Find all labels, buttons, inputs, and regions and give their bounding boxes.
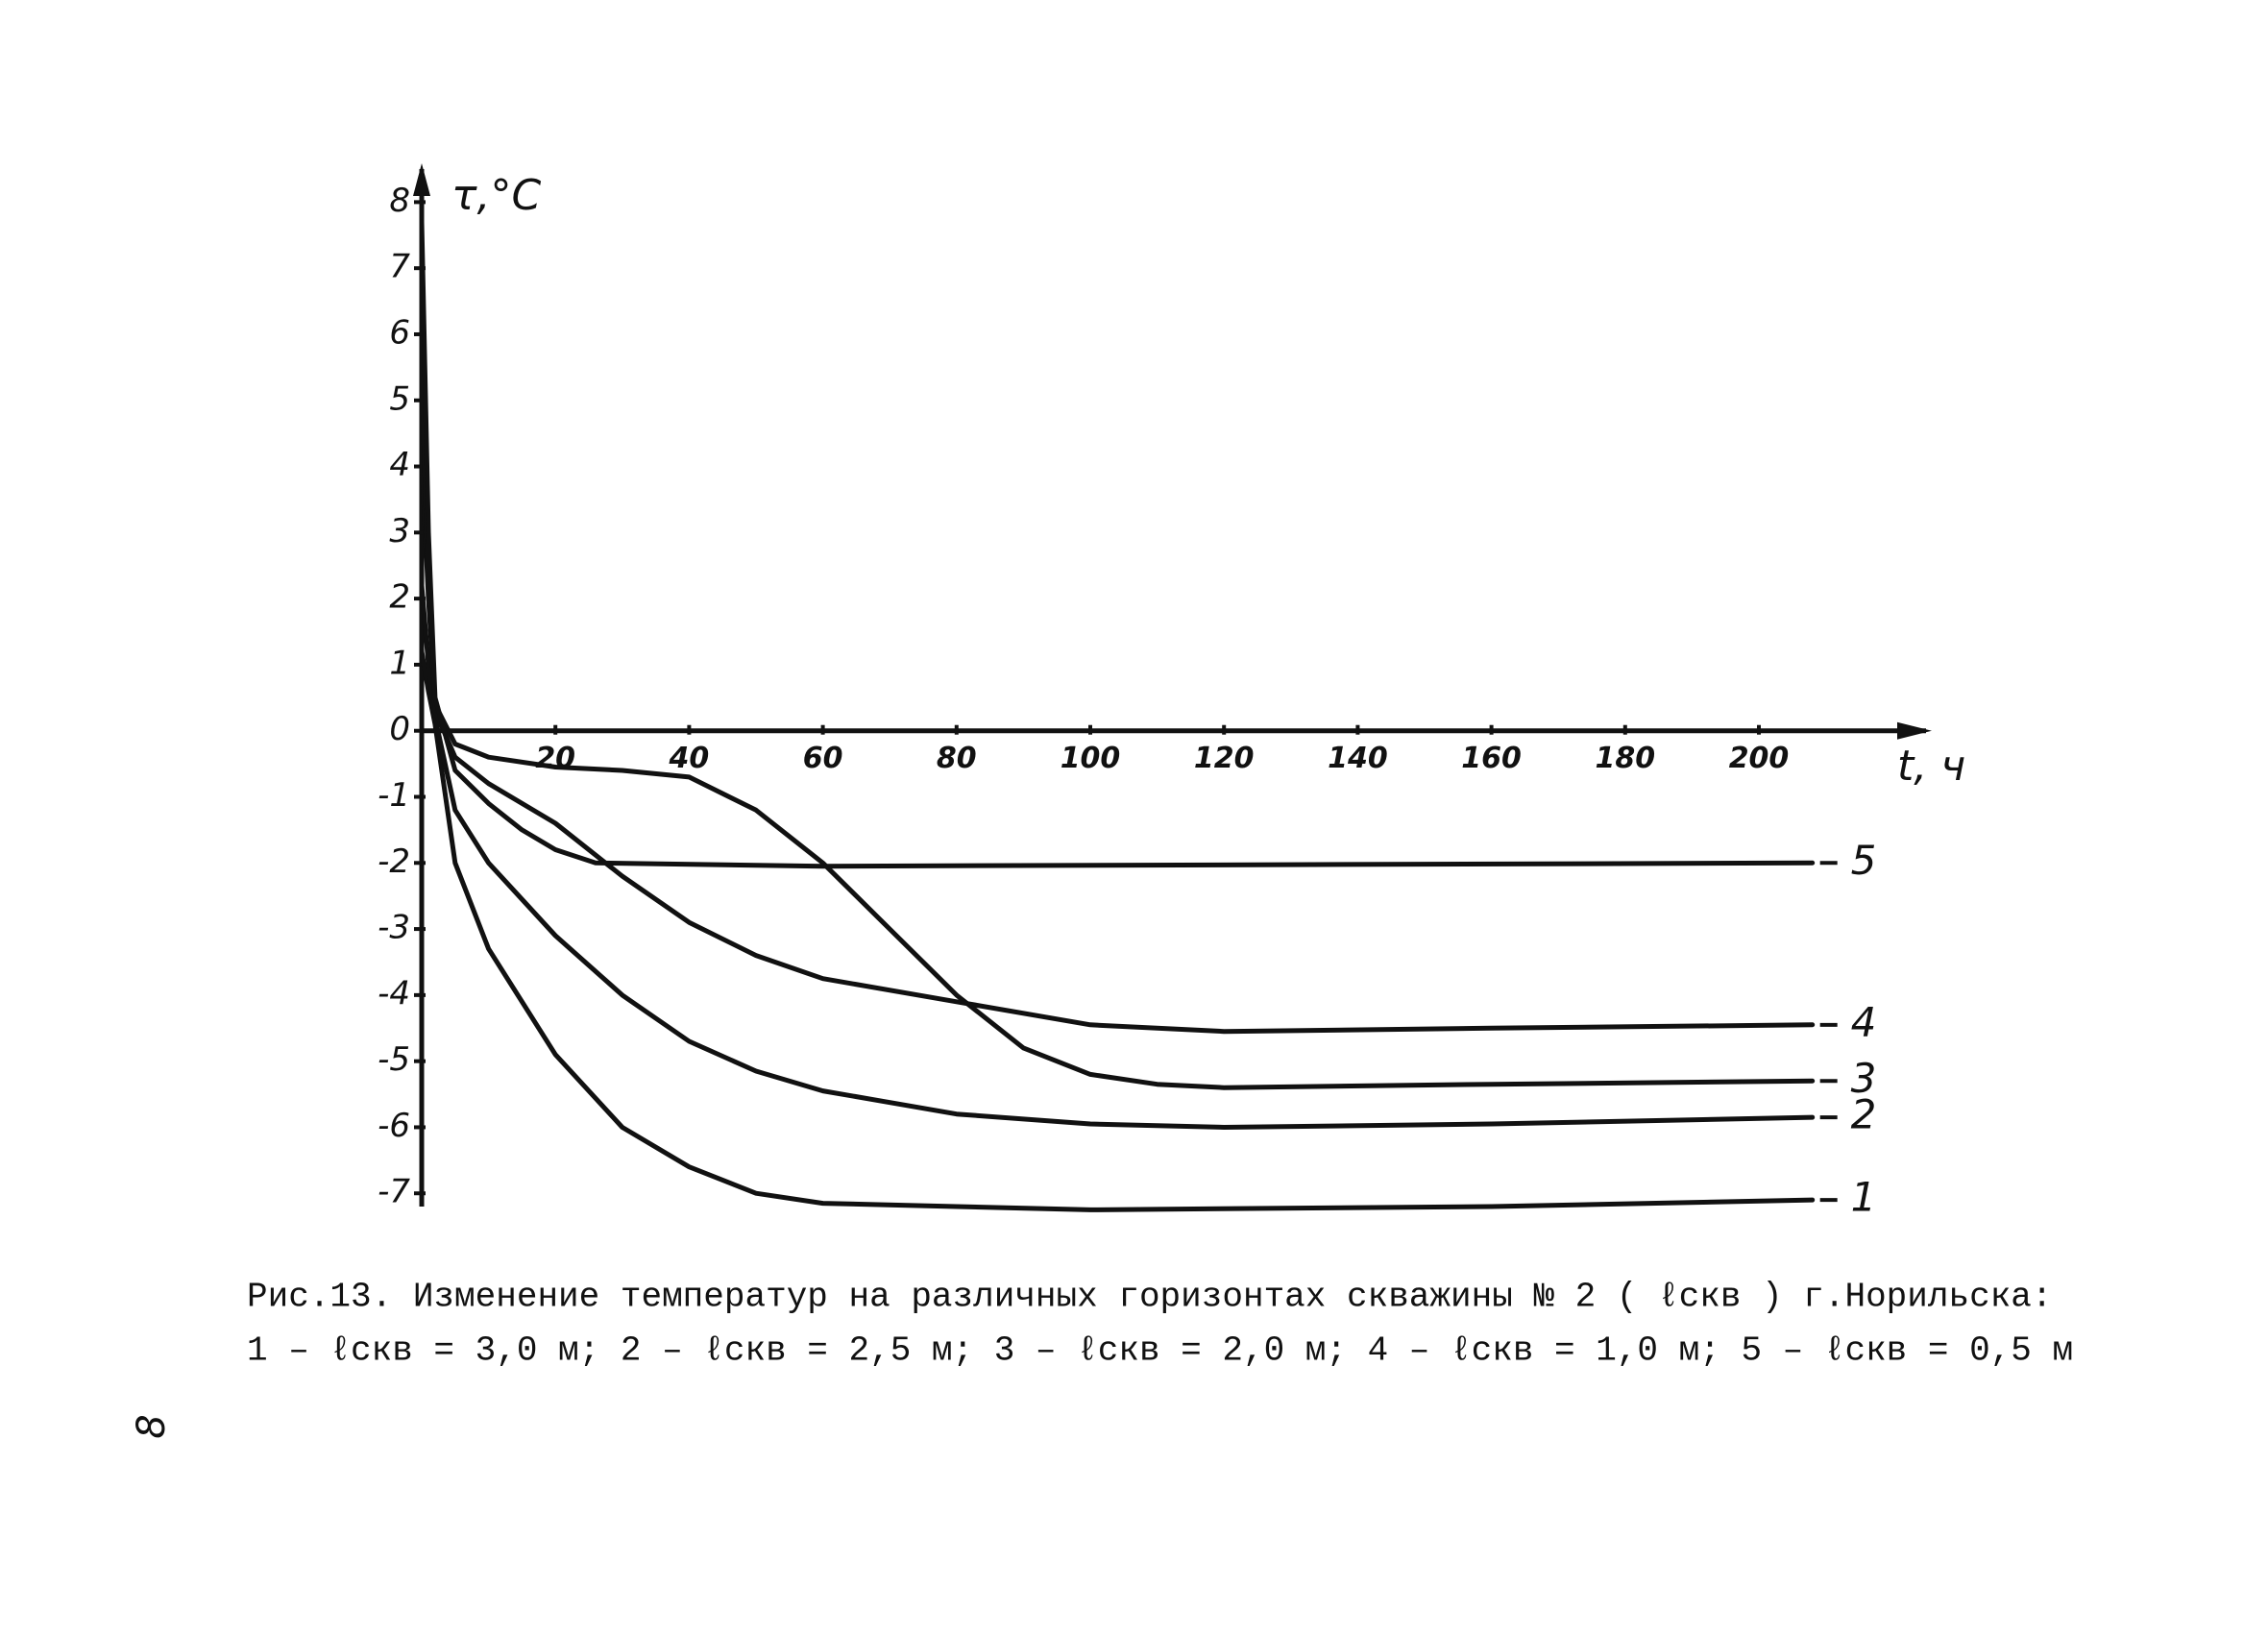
curve-label: 3 xyxy=(1851,1055,1877,1102)
curve-label: 4 xyxy=(1851,998,1877,1045)
x-axis-label: t, ч xyxy=(1897,742,1965,791)
curve xyxy=(419,364,1816,1035)
curve-label: 2 xyxy=(1851,1091,1877,1138)
x-axis-arrow xyxy=(1897,721,1932,740)
x-tick-label: 20 xyxy=(535,742,575,775)
curve xyxy=(419,582,1816,1130)
curve xyxy=(419,648,1816,1212)
x-tick-label: 120 xyxy=(1194,742,1255,775)
y-tick-label: 2 xyxy=(389,578,410,617)
y-tick-label: 3 xyxy=(389,512,410,550)
x-tick-label: 100 xyxy=(1061,742,1121,775)
y-tick-label: -1 xyxy=(378,776,410,815)
x-tick-label: 160 xyxy=(1461,742,1522,775)
y-tick-label: 0 xyxy=(389,710,410,748)
curve xyxy=(419,451,1816,1090)
caption-line: Рис.13. Изменение температур на различны… xyxy=(247,1278,2053,1317)
y-tick-label: -5 xyxy=(378,1040,410,1079)
y-tick-label: 5 xyxy=(389,379,410,418)
x-tick-label: 180 xyxy=(1595,742,1655,775)
x-tick-label: 200 xyxy=(1729,742,1790,775)
y-tick-label: -7 xyxy=(378,1173,410,1211)
y-tick-label: 1 xyxy=(389,644,410,682)
curve xyxy=(419,219,1816,869)
y-axis-label: τ,°C xyxy=(451,171,541,220)
x-tick-label: 40 xyxy=(669,742,710,775)
y-axis-arrow xyxy=(413,163,430,196)
y-tick-label: -2 xyxy=(378,842,410,881)
y-tick-label: 6 xyxy=(389,313,410,352)
x-tick-label: 60 xyxy=(803,742,843,775)
y-tick-label: -3 xyxy=(378,909,410,947)
curve-label: 1 xyxy=(1851,1174,1877,1221)
y-tick-label: -4 xyxy=(378,974,410,1013)
curve-label: 5 xyxy=(1851,837,1877,884)
x-tick-label: 80 xyxy=(937,742,977,775)
y-tick-label: -6 xyxy=(378,1107,410,1145)
x-tick-label: 140 xyxy=(1328,742,1388,775)
y-tick-label: 7 xyxy=(389,248,410,286)
y-tick-label: 4 xyxy=(389,446,410,484)
y-tick-label: 8 xyxy=(389,182,410,220)
caption-line: 1 – ℓскв = 3,0 м; 2 – ℓскв = 2,5 м; 3 – … xyxy=(247,1331,2073,1371)
page-number: 8 xyxy=(130,1414,174,1438)
